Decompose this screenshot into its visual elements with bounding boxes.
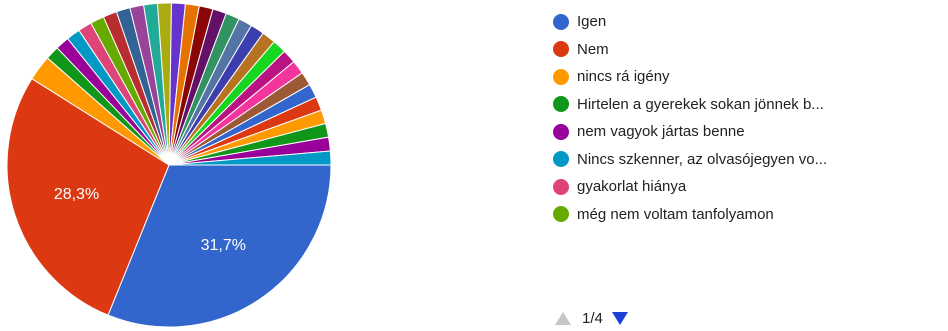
legend-item-gyakorlat-hianya[interactable]: gyakorlat hiánya	[553, 173, 827, 201]
legend: Igen Nem nincs rá igény Hirtelen a gyere…	[553, 8, 827, 228]
legend-label: Nem	[577, 40, 609, 58]
legend-label: nem vagyok jártas benne	[577, 123, 745, 141]
pie-slice[interactable]	[168, 150, 332, 166]
legend-item-nem-vagyok-jartas[interactable]: nem vagyok jártas benne	[553, 118, 827, 146]
triangle-down-icon[interactable]	[611, 312, 628, 325]
legend-item-tanfolyam[interactable]: még nem voltam tanfolyamon	[553, 201, 827, 229]
legend-swatch-icon	[553, 41, 569, 58]
triangle-up-icon[interactable]	[555, 312, 571, 325]
legend-item-nem[interactable]: Nem	[553, 36, 827, 64]
legend-swatch-icon	[553, 151, 569, 168]
legend-item-nincs-ra-igeny[interactable]: nincs rá igény	[553, 63, 827, 91]
legend-pager: 1/4	[555, 310, 628, 327]
legend-swatch-icon	[553, 178, 569, 195]
pager-page-indicator: 1/4	[582, 310, 603, 327]
legend-label: Nincs szkenner, az olvasójegyen vo...	[577, 150, 828, 168]
legend-swatch-icon	[553, 123, 569, 140]
pie-slice[interactable]	[6, 78, 170, 316]
legend-swatch-icon	[553, 13, 569, 30]
legend-label: Igen	[577, 13, 607, 31]
legend-swatch-icon	[553, 68, 569, 85]
slice-data-label: 31,7%	[201, 237, 246, 254]
legend-label: még nem voltam tanfolyamon	[577, 205, 774, 223]
pie-chart: 31,7% 28,3%	[6, 2, 332, 328]
legend-item-hirtelen[interactable]: Hirtelen a gyerekek sokan jönnek b...	[553, 91, 827, 119]
legend-label: gyakorlat hiánya	[577, 178, 687, 196]
legend-item-nincs-szkenner[interactable]: Nincs szkenner, az olvasójegyen vo...	[553, 146, 827, 174]
legend-swatch-icon	[553, 206, 569, 223]
legend-swatch-icon	[553, 96, 569, 113]
pie-slice[interactable]	[107, 164, 332, 328]
legend-label: Hirtelen a gyerekek sokan jönnek b...	[577, 95, 824, 113]
slice-data-label: 28,3%	[54, 186, 99, 203]
legend-item-igen[interactable]: Igen	[553, 8, 827, 36]
legend-label: nincs rá igény	[577, 68, 670, 86]
